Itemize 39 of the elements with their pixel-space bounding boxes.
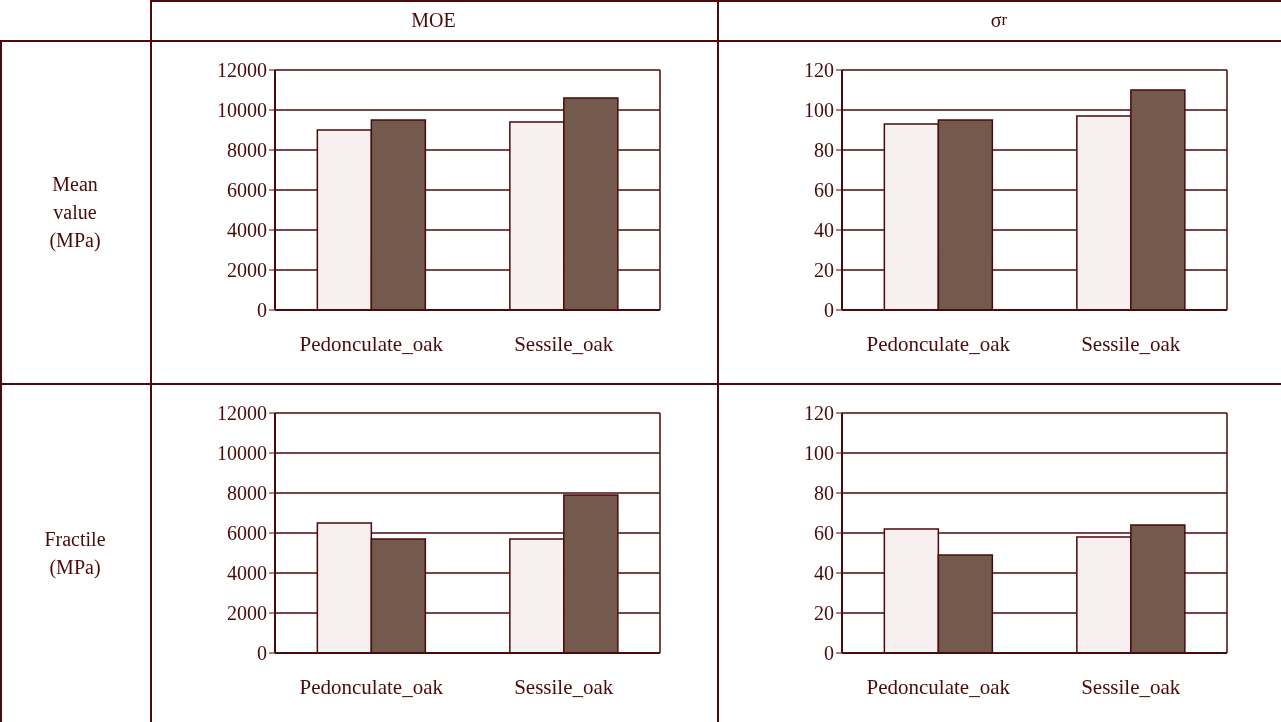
y-tick-label: 40: [814, 219, 834, 242]
y-tick-label: 20: [814, 259, 834, 282]
y-tick-label: 4000: [227, 562, 267, 585]
y-tick-label: 12000: [217, 402, 267, 425]
y-tick-label: 80: [814, 482, 834, 505]
x-tick-label: Sessile_oak: [514, 331, 614, 356]
y-tick-label: 60: [814, 179, 834, 202]
y-tick-label: 2000: [227, 602, 267, 625]
y-tick-label: 4000: [227, 219, 267, 242]
chart-title: MOE: [150, 0, 717, 40]
y-tick-label: 10000: [217, 99, 267, 122]
y-tick-label: 10000: [217, 442, 267, 465]
y-tick-label: 0: [257, 642, 267, 665]
y-tick-label: 120: [804, 59, 834, 82]
y-tick-label: 2000: [227, 259, 267, 282]
y-tick-label: 0: [257, 299, 267, 322]
y-tick-label: 0: [824, 642, 834, 665]
y-tick-label: 8000: [227, 482, 267, 505]
x-tick-label: Pedonculate_oak: [299, 331, 444, 356]
x-tick-label: Sessile_oak: [1081, 674, 1181, 699]
y-tick-label: 100: [804, 99, 834, 122]
y-tick-label: 6000: [227, 522, 267, 545]
x-tick-label: Sessile_oak: [1081, 331, 1181, 356]
x-tick-label: Pedonculate_oak: [299, 674, 444, 699]
y-axis-title: Mean value (MPa): [48, 171, 102, 254]
y-axis-title: Fractile (MPa): [43, 526, 107, 581]
y-tick-label: 6000: [227, 179, 267, 202]
x-tick-label: Pedonculate_oak: [866, 674, 1011, 699]
y-tick-label: 0: [824, 299, 834, 322]
x-tick-label: Pedonculate_oak: [866, 331, 1011, 356]
y-tick-label: 60: [814, 522, 834, 545]
y-tick-label: 8000: [227, 139, 267, 162]
y-tick-label: 100: [804, 442, 834, 465]
y-tick-label: 12000: [217, 59, 267, 82]
y-tick-label: 40: [814, 562, 834, 585]
y-tick-label: 120: [804, 402, 834, 425]
x-tick-label: Sessile_oak: [514, 674, 614, 699]
y-tick-label: 20: [814, 602, 834, 625]
y-tick-label: 80: [814, 139, 834, 162]
